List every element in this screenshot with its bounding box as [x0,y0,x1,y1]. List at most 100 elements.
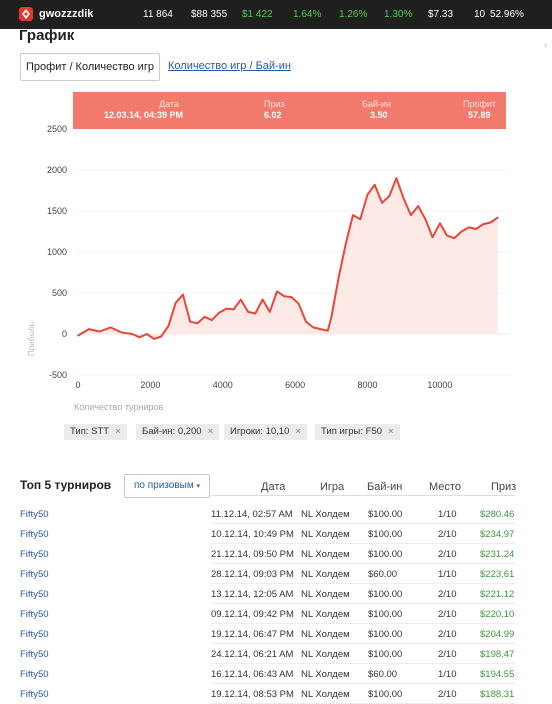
stat-games: 11 864 [143,9,173,20]
profit-point [240,298,242,301]
close-icon[interactable]: × [115,426,121,437]
x-tick-label: 2000 [140,380,160,390]
username[interactable]: gwozzzdik [39,8,94,20]
col-header-game[interactable]: Игра [320,481,345,493]
profit-point [225,307,228,310]
profit-point [218,311,220,314]
profit-point [196,322,199,325]
y-tick-label: 2500 [47,124,67,134]
profit-point [410,214,412,216]
tournament-name-link[interactable]: Fifty50 [20,609,49,620]
tournament-name-link[interactable]: Fifty50 [20,669,49,680]
cell-date: 19.12.14, 08:53 PM [211,689,294,700]
profit-point [460,230,463,233]
sort-dropdown[interactable]: по призовым ▾ [124,474,210,498]
cell-game: NL Холдем [301,689,350,700]
col-header-place[interactable]: Место [429,481,461,493]
filter-chip-players[interactable]: Игроки: 10,10 × [224,424,307,440]
cell-prize: $188.31 [480,689,515,700]
cell-date: 09.12.14, 09:42 PM [211,609,294,620]
cell-game: NL Холдем [301,609,350,620]
table-row[interactable]: Fifty50 19.12.14, 08:53 PM NL Холдем $100.0… [0,684,552,704]
profit-point [167,325,170,327]
row-divider [211,643,515,644]
table-row[interactable]: Fifty50 16.12.14, 06:43 AM NL Холдем $60.00… [0,664,552,684]
profit-point [366,193,369,196]
y-tick-label: 2000 [47,165,67,175]
tooltip-buyin-label: Бай-ин [362,99,391,109]
profit-point [431,236,434,238]
profit-point [146,333,148,335]
profit-point [160,335,162,338]
tab-games-vs-buyin[interactable]: Количество игр / Бай-ин [168,60,291,72]
tournament-name-link[interactable]: Fifty50 [20,629,49,640]
tournament-name-link[interactable]: Fifty50 [20,649,49,660]
row-divider [211,543,515,544]
cell-place: 2/10 [438,689,457,700]
cell-place: 1/10 [438,509,457,520]
x-axis-ticks: 0 2000 4000 6000 8000 10000 [75,380,452,390]
col-header-buyin[interactable]: Бай-ин [367,481,403,493]
tooltip-date-value: 12.03.14, 04:39 PM [104,110,184,120]
filter-chip-game-type[interactable]: Тип игры: F50 × [315,424,400,440]
tournament-name-link[interactable]: Fifty50 [20,509,49,520]
tournament-name-link[interactable]: Fifty50 [20,569,49,580]
col-header-date[interactable]: Дата [261,481,286,493]
row-divider [211,563,515,564]
tab-profit-vs-games[interactable]: Профит / Количество игр [20,53,160,81]
table-row[interactable]: Fifty50 10.12.14, 10:49 PM NL Холдем $100.0… [0,524,552,544]
profit-point [319,328,322,330]
filter-chip-buyin[interactable]: Бай-ин: 0,200 × [136,424,220,440]
x-tick-label: 6000 [285,380,305,390]
table-row[interactable]: Fifty50 21.12.14, 09:50 PM NL Холдем $100.0… [0,544,552,564]
filter-chip-label: Тип игры: F50 [321,426,383,437]
table-row[interactable]: Fifty50 24.12.14, 06:21 AM NL Холдем $100.0… [0,644,552,664]
y-tick-label: 0 [62,329,67,339]
profit-points [77,177,499,340]
tooltip-prize-value: 6.02 [264,110,282,120]
profit-point [475,228,477,230]
tournament-name-link[interactable]: Fifty50 [20,589,49,600]
table-row[interactable]: Fifty50 13.12.14, 12:05 AM NL Холдем $100.0… [0,584,552,604]
filter-chip-label: Игроки: 10,10 [230,426,290,437]
app-logo-icon[interactable] [19,7,33,21]
row-divider [211,523,515,524]
table-row[interactable]: Fifty50 19.12.14, 06:47 PM NL Холдем $100.0… [0,624,552,644]
profit-point [312,326,315,329]
close-icon[interactable]: × [388,426,394,437]
cell-date: 13.12.14, 12:05 AM [211,589,294,600]
cell-place: 1/10 [438,669,457,680]
table-row[interactable]: Fifty50 11.12.14, 02:57 AM NL Холдем $100.0… [0,504,552,524]
cell-buyin: $100.00 [368,689,403,700]
cell-prize: $221.12 [480,589,515,600]
table-row[interactable]: Fifty50 28.12.14, 09:03 PM NL Холдем $60.00… [0,564,552,584]
tooltip-profit-label: Профит [463,99,497,109]
profit-point [489,221,492,224]
close-icon[interactable]: × [295,426,301,437]
col-header-prize[interactable]: Приз [491,481,517,493]
filter-chip-type[interactable]: Тип: STT × [64,424,127,440]
cell-date: 21.12.14, 09:50 PM [211,549,294,560]
profit-point [482,223,485,225]
tournament-name-link[interactable]: Fifty50 [20,529,49,540]
cell-game: NL Холдем [301,629,350,640]
profit-point [330,316,333,319]
profit-point [373,184,376,186]
profit-point [120,331,123,334]
y-tick-label: 1000 [47,247,67,257]
profit-point [497,216,499,219]
profit-chart: 2500 2000 1500 1000 500 0 -500 0 2000 4000 6000 80… [27,124,510,412]
tournament-name-link[interactable]: Fifty50 [20,549,49,560]
chevron-left-icon[interactable]: ‹ [544,40,548,51]
tournament-name-link[interactable]: Fifty50 [20,689,49,700]
cell-game: NL Холдем [301,549,350,560]
cell-buyin: $100.00 [368,529,403,540]
profit-point [189,320,191,323]
x-tick-label: 0 [75,380,80,390]
table-row[interactable]: Fifty50 09.12.14, 09:42 PM NL Холдем $100.0… [0,604,552,624]
profit-point [174,302,177,304]
profit-point [211,319,213,321]
close-icon[interactable]: × [207,426,214,437]
cell-game: NL Холдем [301,569,350,580]
cell-place: 2/10 [438,609,457,620]
